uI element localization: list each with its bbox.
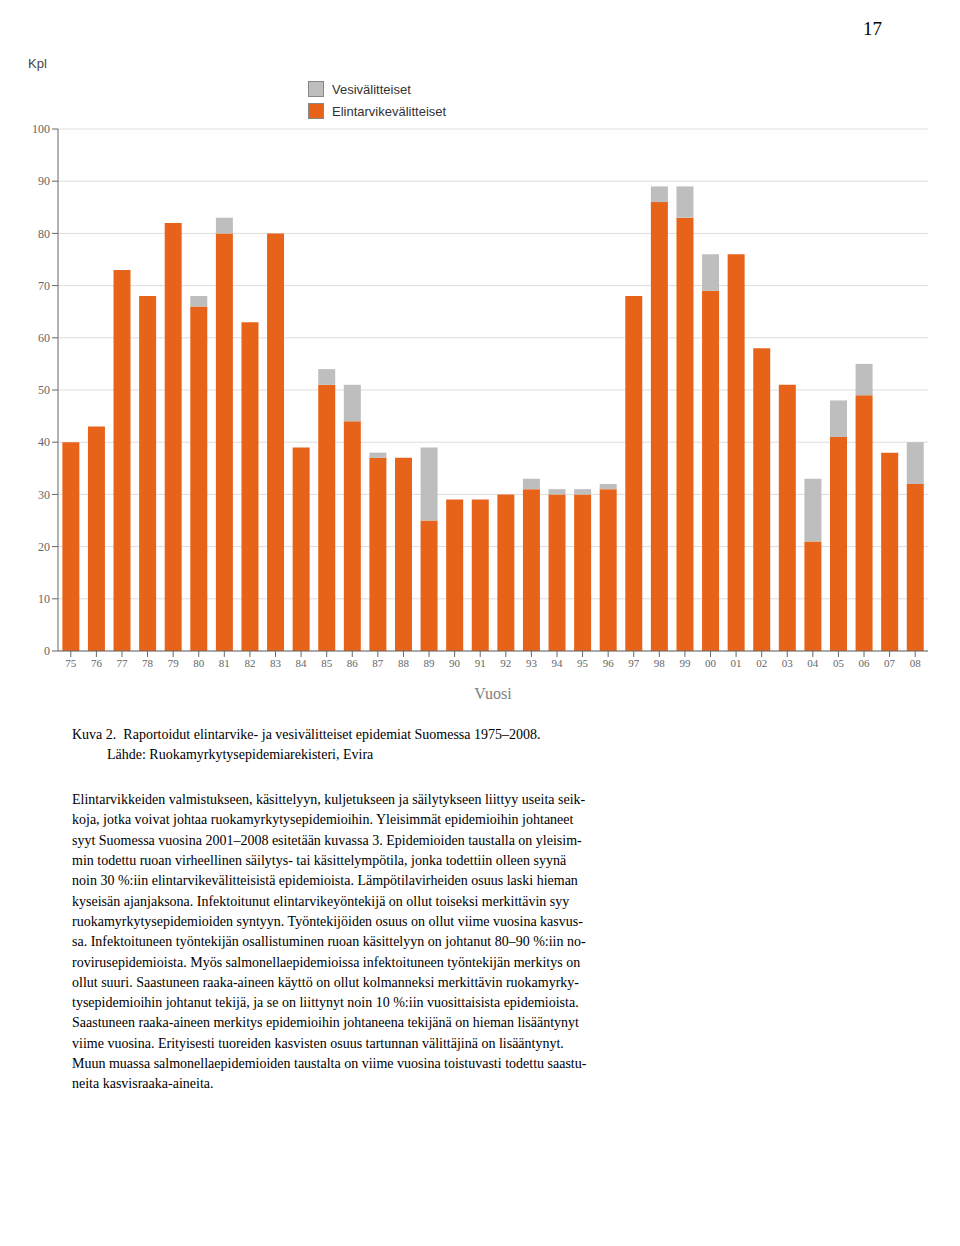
svg-text:70: 70	[38, 279, 50, 293]
svg-text:83: 83	[270, 657, 282, 669]
svg-text:05: 05	[833, 657, 845, 669]
svg-text:00: 00	[705, 657, 717, 669]
html-text:Elintarvikevälitteiset: Elintarvikevälitteiset	[332, 103, 447, 119]
svg-text:94: 94	[551, 657, 563, 669]
svg-text:04: 04	[807, 657, 819, 669]
svg-text:10: 10	[38, 592, 50, 606]
svg-text:40: 40	[38, 435, 50, 449]
svg-text:89: 89	[424, 657, 436, 669]
svg-text:80: 80	[193, 657, 205, 669]
svg-text:93: 93	[526, 657, 538, 669]
svg-text:06: 06	[859, 657, 871, 669]
svg-text:95: 95	[577, 657, 589, 669]
svg-text:77: 77	[116, 657, 128, 669]
svg-text:01: 01	[731, 657, 742, 669]
svg-text:30: 30	[38, 488, 50, 502]
svg-text:88: 88	[398, 657, 410, 669]
svg-text:82: 82	[244, 657, 255, 669]
svg-text:76: 76	[91, 657, 103, 669]
svg-text:90: 90	[38, 174, 50, 188]
svg-text:Vuosi: Vuosi	[474, 685, 512, 702]
svg-text:87: 87	[372, 657, 384, 669]
svg-text:78: 78	[142, 657, 154, 669]
svg-text:97: 97	[628, 657, 640, 669]
svg-text:91: 91	[475, 657, 486, 669]
svg-text:0: 0	[44, 644, 50, 658]
svg-text:98: 98	[654, 657, 666, 669]
svg-text:79: 79	[168, 657, 180, 669]
html-text:Vesivälitteiset: Vesivälitteiset	[332, 81, 411, 97]
svg-text:99: 99	[679, 657, 691, 669]
svg-text:96: 96	[603, 657, 615, 669]
svg-text:75: 75	[65, 657, 77, 669]
svg-text:07: 07	[884, 657, 896, 669]
svg-text:85: 85	[321, 657, 333, 669]
svg-text:03: 03	[782, 657, 794, 669]
svg-text:100: 100	[32, 122, 50, 136]
svg-text:50: 50	[38, 383, 50, 397]
svg-text:84: 84	[296, 657, 308, 669]
svg-text:81: 81	[219, 657, 230, 669]
html-text:Kpl: Kpl	[28, 56, 47, 71]
svg-text:02: 02	[756, 657, 767, 669]
html-text:Elintarvikkeiden valmistukseen: Elintarvikkeiden valmistukseen, käsittel…	[72, 792, 587, 1092]
html-text:17: 17	[863, 18, 882, 39]
svg-text:92: 92	[500, 657, 511, 669]
svg-text:80: 80	[38, 227, 50, 241]
svg-text:86: 86	[347, 657, 359, 669]
svg-text:20: 20	[38, 540, 50, 554]
html-text:Kuva 2. Raportoidut elintarvik: Kuva 2. Raportoidut elintarvike- ja vesi…	[72, 727, 541, 762]
svg-text:90: 90	[449, 657, 461, 669]
svg-text:60: 60	[38, 331, 50, 345]
svg-text:08: 08	[910, 657, 922, 669]
